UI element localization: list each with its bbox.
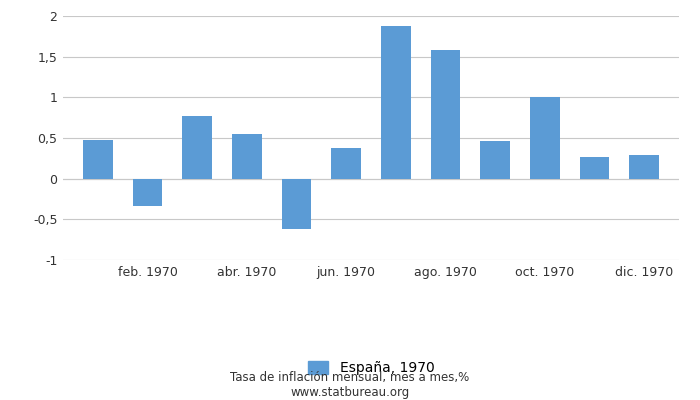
Bar (480, 141, 510, 179)
Text: Tasa de inflación mensual, mes a mes,%: Tasa de inflación mensual, mes a mes,% (230, 372, 470, 384)
Bar (232, 134, 262, 179)
Bar (580, 157, 610, 179)
Bar (132, 179, 162, 206)
Bar (430, 50, 461, 179)
Bar (381, 26, 411, 179)
Bar (281, 179, 312, 229)
Bar (629, 155, 659, 179)
Legend: España, 1970: España, 1970 (308, 361, 434, 375)
Bar (530, 97, 560, 179)
Bar (83, 140, 113, 179)
Text: www.statbureau.org: www.statbureau.org (290, 386, 410, 399)
Bar (331, 148, 361, 179)
Bar (182, 116, 212, 179)
